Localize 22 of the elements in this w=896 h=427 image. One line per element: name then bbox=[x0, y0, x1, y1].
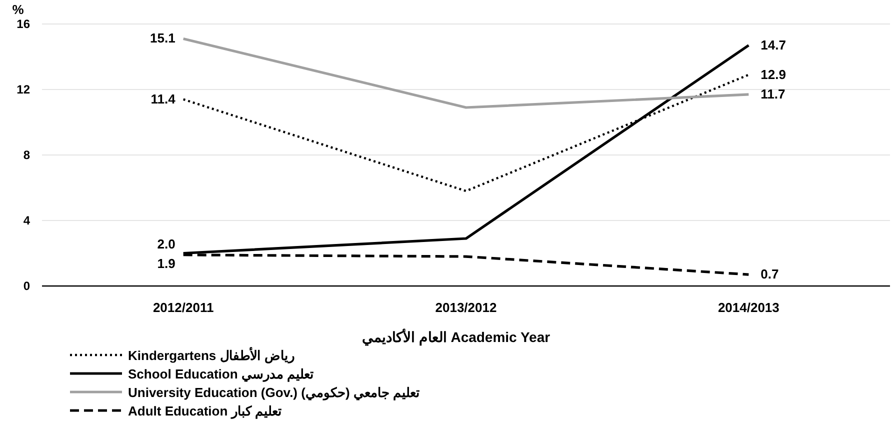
legend-label: Kindergartens رياض الأطفال bbox=[128, 347, 294, 364]
data-label: 2.0 bbox=[157, 236, 176, 252]
data-label: 0.7 bbox=[760, 266, 779, 282]
y-tick-label: 16 bbox=[16, 17, 30, 31]
x-tick-label: 2014/2013 bbox=[718, 300, 780, 315]
x-axis-title: العام الأكاديمي Academic Year bbox=[362, 328, 551, 346]
y-tick-label: 4 bbox=[23, 214, 30, 228]
data-label: 14.7 bbox=[760, 37, 786, 52]
legend-label: School Education تعليم مدرسي bbox=[128, 366, 314, 382]
data-label: 11.7 bbox=[760, 86, 786, 102]
x-tick-label: 2012/2011 bbox=[152, 300, 214, 315]
legend-label: University Education (Gov.) تعليم جامعي (حكومي) bbox=[128, 385, 420, 401]
data-label: 12.9 bbox=[760, 66, 786, 82]
data-label: 15.1 bbox=[150, 30, 176, 46]
y-tick-label: 8 bbox=[23, 148, 30, 162]
legend-label: Adult Education تعليم كبار bbox=[128, 404, 282, 420]
data-label: 1.9 bbox=[157, 256, 176, 271]
data-label: 11.4 bbox=[150, 91, 176, 106]
x-tick-label: 2013/2012 bbox=[435, 300, 497, 315]
y-axis-title: % bbox=[12, 2, 24, 17]
y-tick-label: 0 bbox=[23, 279, 30, 293]
y-tick-label: 12 bbox=[16, 82, 30, 96]
